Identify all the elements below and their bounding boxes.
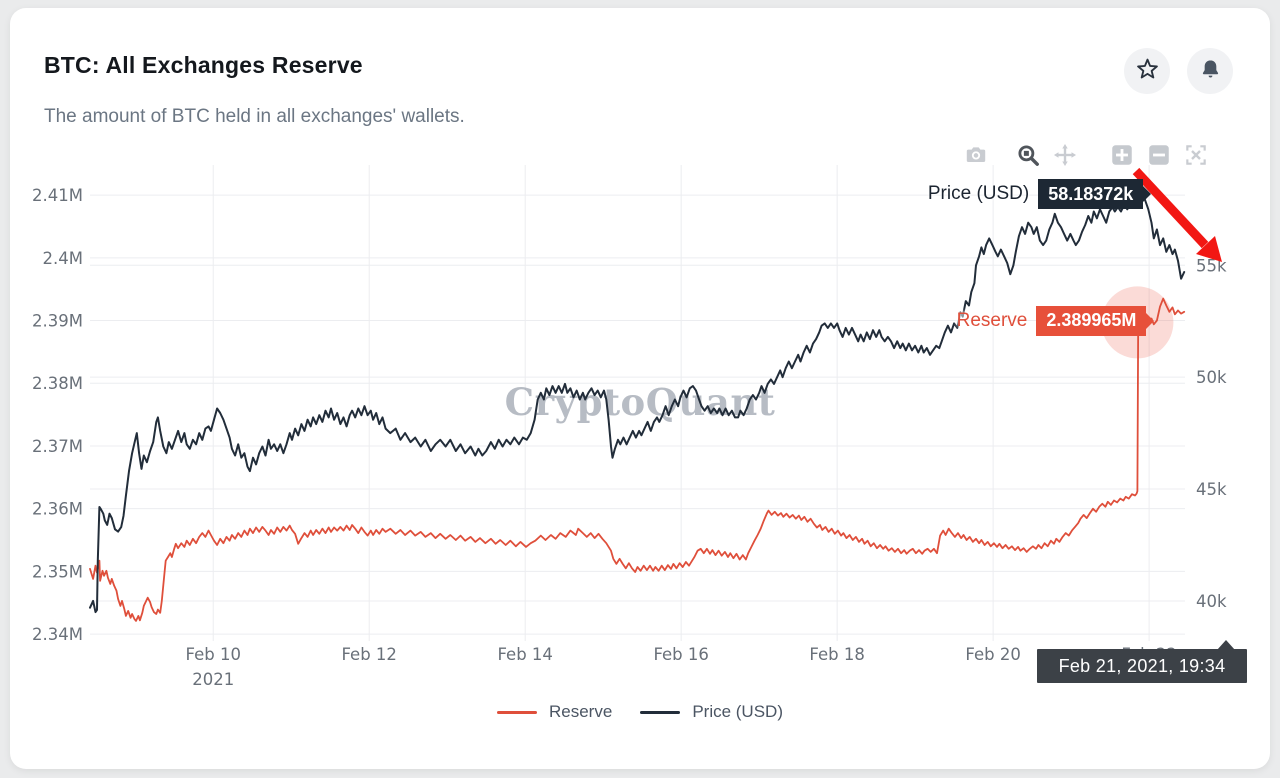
autoscale-icon <box>1183 142 1209 171</box>
price-annotation-label: Price (USD) <box>927 183 1030 204</box>
favorite-button[interactable] <box>1124 48 1170 94</box>
download-plot-button[interactable] <box>961 141 991 171</box>
pan-mode-button[interactable] <box>1050 141 1080 171</box>
price-line-swatch <box>640 710 681 714</box>
zoom-in-button[interactable] <box>1107 141 1137 171</box>
legend-item-price[interactable]: Price (USD) <box>640 702 783 722</box>
zoom-box-icon <box>1015 142 1041 171</box>
star-icon <box>1135 57 1160 85</box>
reserve-annotation: Reserve 2.389965M <box>956 305 1155 336</box>
chart-card: BTC: All Exchanges Reserve The amount of… <box>10 8 1270 769</box>
page-subtitle: The amount of BTC held in all exchanges'… <box>44 106 465 127</box>
reserve-value-badge: 2.389965M <box>1036 305 1155 336</box>
page-title: BTC: All Exchanges Reserve <box>44 52 363 78</box>
autoscale-button[interactable] <box>1181 141 1211 171</box>
chart-legend: Reserve Price (USD) <box>10 702 1270 722</box>
hover-date-tooltip: Feb 21, 2021, 19:34 <box>1037 640 1247 683</box>
camera-icon <box>963 142 989 171</box>
legend-item-reserve[interactable]: Reserve <box>497 702 612 722</box>
badge-pointer <box>1146 312 1155 329</box>
tooltip-caret <box>1217 640 1235 650</box>
zoom-in-icon <box>1109 142 1135 171</box>
zoom-out-icon <box>1146 142 1172 171</box>
price-value-badge: 58.18372k <box>1038 179 1152 209</box>
chart-toolbar <box>10 141 1270 171</box>
pan-arrows-icon <box>1052 142 1078 171</box>
zoom-mode-button[interactable] <box>1013 141 1043 171</box>
reserve-line-swatch <box>497 710 537 714</box>
bell-icon <box>1198 57 1223 85</box>
price-annotation: Price (USD) 58.18372k <box>927 179 1152 209</box>
reserve-annotation-label: Reserve <box>956 309 1028 331</box>
notifications-button[interactable] <box>1187 48 1233 94</box>
badge-pointer <box>1143 186 1152 202</box>
zoom-out-button[interactable] <box>1144 141 1174 171</box>
